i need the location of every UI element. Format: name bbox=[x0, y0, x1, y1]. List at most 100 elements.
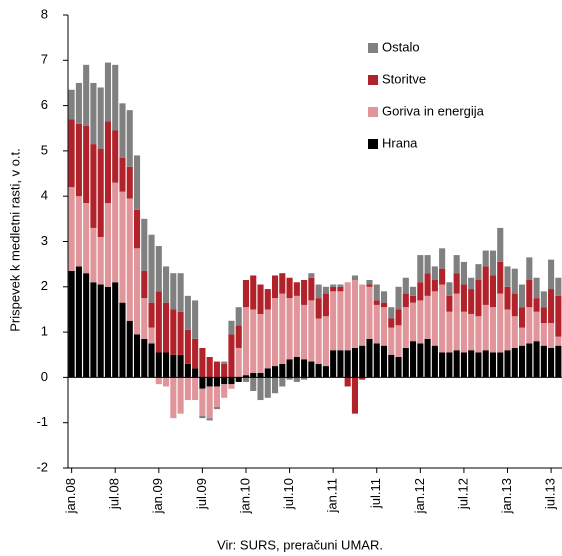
bar-segment bbox=[213, 406, 220, 410]
bar-segment bbox=[141, 218, 148, 271]
bar-segment bbox=[424, 295, 431, 339]
bar-segment bbox=[555, 295, 562, 337]
bar-segment bbox=[257, 372, 264, 378]
bar-segment bbox=[526, 280, 533, 308]
legend-label: Goriva in energija bbox=[382, 103, 485, 118]
bar-segment bbox=[468, 277, 475, 290]
bar-segment bbox=[504, 350, 511, 378]
bar-segment bbox=[417, 300, 424, 344]
bar-segment bbox=[351, 280, 359, 348]
bar-segment bbox=[235, 325, 242, 348]
bar-segment bbox=[141, 270, 148, 299]
bar-segment bbox=[380, 345, 388, 378]
bar-segment bbox=[475, 352, 482, 378]
bar-segment bbox=[366, 280, 373, 285]
bar-segment bbox=[301, 304, 308, 360]
bar-segment bbox=[148, 302, 155, 328]
bar-segment bbox=[308, 361, 315, 378]
bar-segment bbox=[293, 377, 300, 382]
bar-segment bbox=[446, 282, 453, 296]
bar-segment bbox=[468, 289, 475, 314]
legend-label: Ostalo bbox=[382, 39, 420, 54]
bar-segment bbox=[439, 284, 446, 353]
bar-segment bbox=[380, 291, 388, 303]
bar-segment bbox=[446, 295, 453, 312]
bar-segment bbox=[453, 293, 460, 351]
bar-segment bbox=[293, 295, 300, 358]
bar-segment bbox=[228, 334, 235, 378]
bar-segment bbox=[177, 311, 184, 355]
bar-segment bbox=[453, 350, 460, 378]
bar-segment bbox=[518, 284, 526, 308]
legend-swatch bbox=[368, 75, 378, 85]
bar-segment bbox=[235, 377, 242, 382]
bar-segment bbox=[504, 266, 511, 287]
bar-segment bbox=[104, 286, 112, 378]
bar-segment bbox=[540, 345, 547, 378]
x-tick-label: jul.10 bbox=[281, 478, 296, 510]
legend-swatch bbox=[368, 139, 378, 149]
bar-segment bbox=[388, 354, 395, 378]
bar-segment bbox=[548, 347, 555, 378]
bar-segment bbox=[330, 284, 337, 287]
y-tick-label: 5 bbox=[41, 142, 48, 157]
bar-segment bbox=[90, 282, 97, 378]
bar-segment bbox=[286, 298, 293, 360]
bar-segment bbox=[366, 286, 373, 339]
legend-swatch bbox=[368, 107, 378, 117]
bar-segment bbox=[308, 277, 315, 301]
bar-segment bbox=[119, 191, 126, 303]
bar-segment bbox=[410, 341, 417, 378]
bar-segment bbox=[68, 187, 75, 271]
bar-segment bbox=[170, 377, 177, 419]
bar-segment bbox=[163, 352, 170, 378]
bar-segment bbox=[351, 275, 359, 281]
bar-segment bbox=[359, 345, 366, 378]
bar-segment bbox=[242, 307, 250, 376]
bar-segment bbox=[206, 418, 213, 421]
bar-segment bbox=[337, 284, 344, 287]
bar-segment bbox=[533, 341, 540, 378]
x-tick-label: jan.10 bbox=[237, 478, 252, 514]
bar-segment bbox=[315, 318, 322, 364]
bar-segment bbox=[417, 282, 424, 301]
source-note: Vir: SURS, preračuni UMAR. bbox=[217, 537, 383, 552]
bar-segment bbox=[439, 268, 446, 285]
bar-segment bbox=[497, 293, 504, 353]
bar-segment bbox=[548, 289, 555, 324]
bar-segment bbox=[199, 388, 206, 416]
bar-segment bbox=[228, 384, 235, 389]
bar-segment bbox=[417, 343, 424, 378]
bar-segment bbox=[184, 329, 191, 364]
bar-segment bbox=[257, 377, 264, 401]
bar-segment bbox=[359, 284, 366, 346]
bar-segment bbox=[359, 377, 366, 380]
bar-segment bbox=[431, 266, 438, 281]
bar-segment bbox=[482, 266, 489, 305]
bar-segment bbox=[126, 198, 133, 321]
bar-segment bbox=[439, 248, 446, 269]
bar-segment bbox=[213, 377, 220, 387]
bar-segment bbox=[148, 234, 155, 303]
bar-segment bbox=[271, 275, 279, 299]
bar-segment bbox=[482, 250, 489, 267]
bar-segment bbox=[199, 415, 206, 419]
bar-segment bbox=[104, 202, 112, 287]
bar-segment bbox=[504, 286, 511, 310]
bar-segment bbox=[417, 255, 424, 283]
bar-segment bbox=[250, 372, 257, 378]
bar-segment bbox=[548, 323, 555, 348]
bar-segment bbox=[388, 318, 395, 328]
bar-segment bbox=[286, 277, 293, 299]
bar-segment bbox=[257, 313, 264, 373]
bar-segment bbox=[112, 282, 119, 378]
bar-segment bbox=[133, 248, 141, 335]
bar-segment bbox=[468, 350, 475, 378]
bar-segment bbox=[511, 347, 518, 378]
bar-segment bbox=[410, 295, 417, 303]
bar-segment bbox=[97, 87, 104, 149]
bar-segment bbox=[330, 291, 337, 351]
legend-swatch bbox=[368, 43, 378, 53]
bar-segment bbox=[184, 377, 191, 401]
